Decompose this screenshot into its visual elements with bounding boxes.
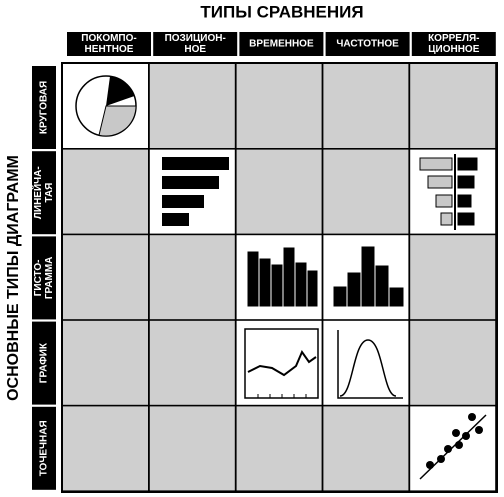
histogram-icon xyxy=(246,246,319,308)
title: ТИПЫ СРАВНЕНИЯ xyxy=(200,2,363,21)
row-header-box xyxy=(32,321,56,405)
row-header-line: ГРАФИК xyxy=(39,342,50,383)
column-header: НОЕ xyxy=(184,44,206,55)
row-header-box xyxy=(32,236,56,320)
line-icon xyxy=(244,328,319,399)
row-header-line: ГИСТО- xyxy=(33,260,44,297)
cell xyxy=(236,320,322,405)
row-header-line: ТАЯ xyxy=(44,183,55,203)
row-header-box xyxy=(32,66,56,149)
cell xyxy=(236,64,322,148)
row-header-line: КРУГОВАЯ xyxy=(39,81,50,134)
cell xyxy=(149,235,235,320)
cell xyxy=(410,320,496,405)
row-header: ЛИНЕЙЧА- ТАЯ xyxy=(31,166,55,219)
side-title: ОСНОВНЫЕ ТИПЫ ДИАГРАММ xyxy=(5,155,22,401)
row-header-line: ЛИНЕЙЧА- xyxy=(31,166,44,219)
cell xyxy=(323,149,409,234)
column-header: ВРЕМЕННОЕ xyxy=(249,39,314,50)
cell xyxy=(149,406,235,491)
histogram-icon xyxy=(332,245,405,308)
cell xyxy=(63,406,148,491)
row-header-box xyxy=(32,151,56,235)
row-header-box xyxy=(32,406,56,490)
row-header: ГРАФИК xyxy=(39,342,50,383)
column-header: ЦИОННОЕ xyxy=(428,44,479,55)
pie-icon xyxy=(75,75,137,137)
column-header: ЧАСТОТНОЕ xyxy=(336,39,399,50)
correlation-bar-icon xyxy=(419,154,478,230)
row-header-line: ТОЧЕЧНАЯ xyxy=(39,420,50,476)
column-header: ПОКОМПО- xyxy=(81,33,136,44)
row-header: КРУГОВАЯ xyxy=(39,81,50,134)
row-header-line: ГРАММА xyxy=(44,257,55,300)
column-header-box xyxy=(325,32,410,56)
cell xyxy=(323,406,409,491)
column-header-box xyxy=(67,32,151,56)
row-header: ТОЧЕЧНАЯ xyxy=(39,420,50,476)
cell xyxy=(410,64,496,148)
icons xyxy=(75,75,487,480)
cell xyxy=(63,235,148,320)
cell xyxy=(410,235,496,320)
column-header: КОРРЕЛЯ- xyxy=(428,33,479,44)
column-header-box xyxy=(239,32,324,56)
cell xyxy=(236,149,322,234)
column-header: ПОЗИЦИОН- xyxy=(165,33,226,44)
scatter-icon xyxy=(419,413,487,480)
cell xyxy=(149,320,235,405)
cell xyxy=(149,64,235,148)
column-header: НЕНТНОЕ xyxy=(85,44,134,55)
cell xyxy=(236,406,322,491)
bar-icon xyxy=(162,157,229,226)
column-header-box xyxy=(153,32,238,56)
cell xyxy=(323,320,409,405)
cell xyxy=(323,64,409,148)
column-header-box xyxy=(411,32,496,56)
cell xyxy=(63,320,148,405)
cell xyxy=(63,149,148,234)
bell-icon xyxy=(337,330,403,399)
row-header: ГИСТО- ГРАММА xyxy=(33,257,55,300)
